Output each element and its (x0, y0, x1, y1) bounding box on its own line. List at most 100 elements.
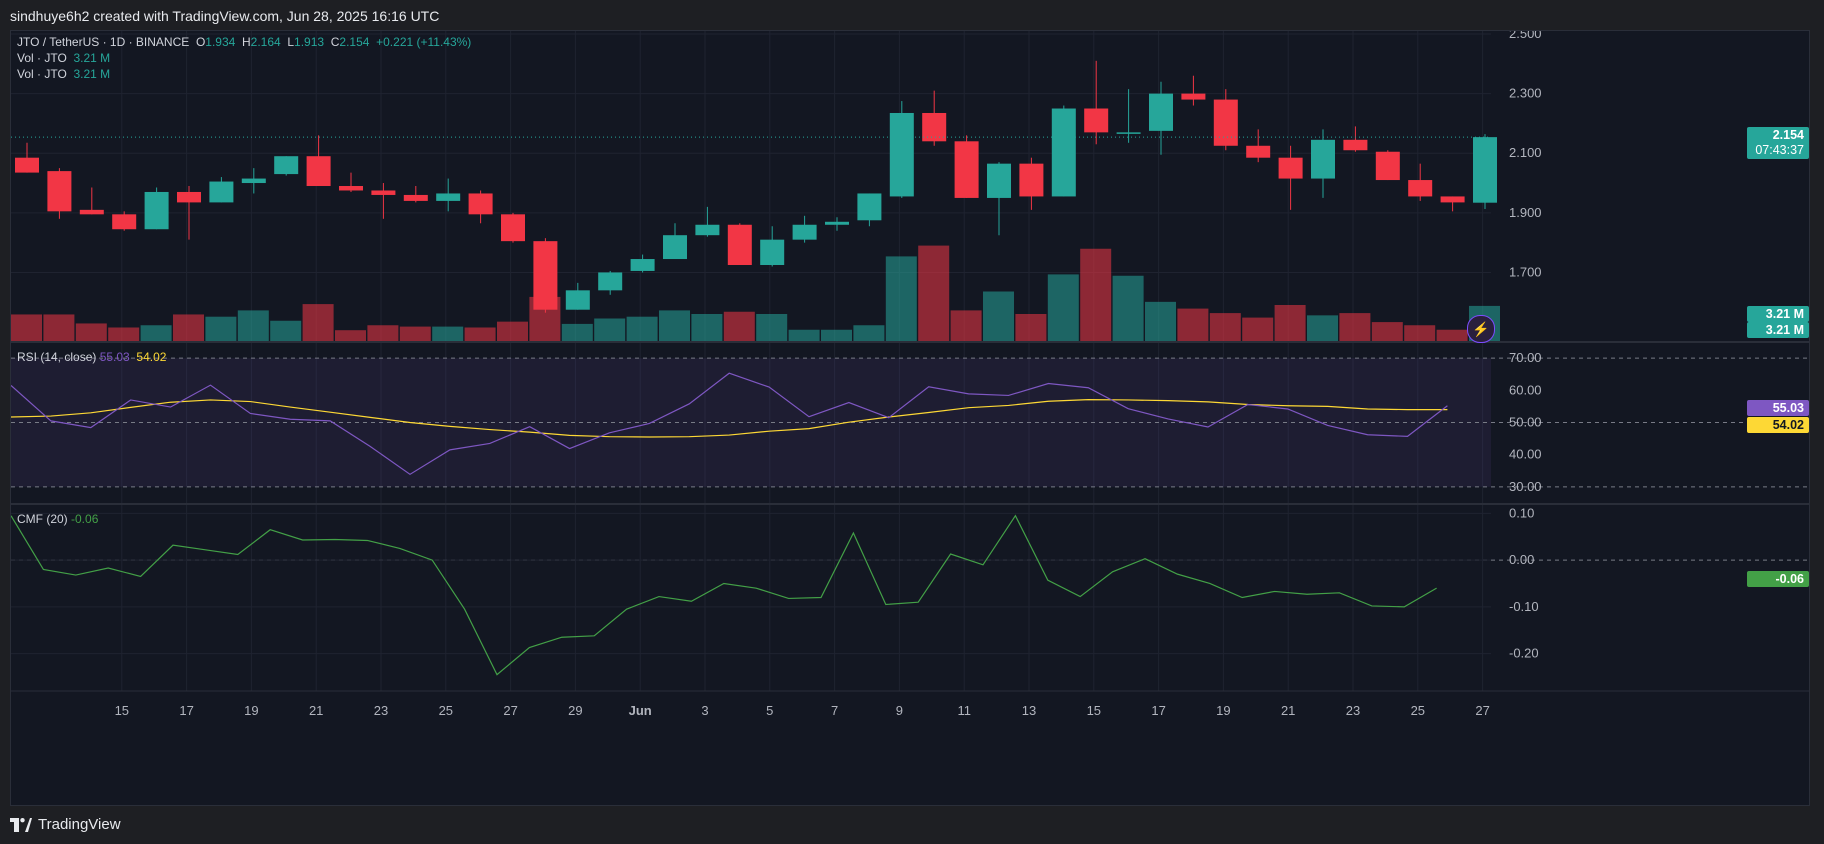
time-tick-label: 19 (1216, 703, 1230, 718)
time-tick-label: 15 (1087, 703, 1101, 718)
candle-body (792, 224, 817, 240)
tradingview-logo-icon (10, 817, 32, 832)
symbol-name: JTO / TetherUS · 1D · BINANCE (17, 35, 190, 49)
cmf-tick-label: 0.00 (1509, 552, 1534, 567)
last-price: 2.154 (1772, 128, 1804, 142)
candle-body (695, 224, 720, 236)
candle-body (177, 191, 201, 203)
lightning-icon[interactable]: ⚡ (1467, 315, 1495, 343)
rsi-tick-label: 30.00 (1509, 479, 1542, 494)
volume-price-label-a: 3.21 M (1747, 306, 1809, 322)
volume-bar (626, 316, 658, 341)
time-tick-label: 19 (244, 703, 258, 718)
volume-bar (1339, 313, 1371, 341)
candle-body (1278, 157, 1303, 179)
volume-label: Vol · JTO (17, 51, 67, 65)
cmf-price: -0.06 (1775, 572, 1805, 586)
cmf-legend[interactable]: CMF (20) -0.06 (17, 512, 98, 526)
time-tick-label: 15 (115, 703, 129, 718)
low-label: L (287, 35, 295, 49)
volume-bar (1242, 317, 1274, 341)
volume-bar (140, 325, 172, 341)
volume-bar (367, 325, 399, 341)
cmf-tick-label: -0.10 (1509, 599, 1539, 614)
volume-bar (270, 320, 302, 341)
time-tick-label: 23 (1346, 703, 1360, 718)
candle-body (468, 193, 493, 215)
volume-bar (1371, 322, 1403, 341)
rsi-price: 55.03 (1772, 401, 1804, 415)
price-tick-label: 2.300 (1509, 86, 1542, 101)
time-tick-label: 21 (309, 703, 323, 718)
candle-body (274, 156, 299, 175)
volume-bar (723, 311, 755, 341)
volume-bar (43, 314, 75, 341)
volume-value: 3.21 M (73, 67, 111, 81)
candle-body (144, 191, 169, 230)
price-tick-label: 1.700 (1509, 264, 1542, 279)
candle-body (1019, 163, 1044, 197)
volume-price-b: 3.21 M (1765, 323, 1804, 337)
volume-bar (853, 325, 885, 341)
rsi-ma-price-label: 54.02 (1747, 417, 1809, 433)
volume-bar (1080, 248, 1112, 341)
volume-bar (1112, 275, 1144, 341)
last-price-label: 2.154 07:43:37 (1747, 127, 1809, 159)
candle-body (987, 163, 1011, 198)
candle-body (1375, 151, 1400, 181)
candle-body (727, 224, 752, 265)
volume-bar (561, 323, 593, 341)
candle-body (1440, 196, 1465, 203)
cmf-tick-label: -0.20 (1509, 646, 1539, 661)
volume-bar (918, 245, 950, 341)
cmf-price-label: -0.06 (1747, 571, 1809, 587)
candle-body (760, 239, 785, 265)
volume-bar (1307, 315, 1338, 341)
volume-bar (432, 326, 464, 341)
rsi-price-label: 55.03 (1747, 400, 1809, 416)
candle-body (241, 178, 266, 184)
close-label: C (330, 35, 340, 49)
volume-bar (1015, 314, 1047, 341)
volume-bar (1177, 308, 1209, 341)
bar-countdown: 07:43:37 (1755, 143, 1804, 157)
volume-legend-2[interactable]: Vol · JTO 3.21 M (17, 67, 110, 81)
candle-body (954, 141, 979, 198)
volume-label: Vol · JTO (17, 67, 67, 81)
volume-legend-1[interactable]: Vol · JTO 3.21 M (17, 51, 110, 65)
volume-value: 3.21 M (73, 51, 111, 65)
chart-canvas[interactable]: 2.5002.3002.1001.9001.70070.0060.0050.00… (11, 31, 1809, 805)
time-tick-label: 27 (1475, 703, 1489, 718)
rsi-legend[interactable]: RSI (14, close) 55.03 54.02 (17, 350, 166, 364)
rsi-ma-line (11, 399, 1448, 438)
time-tick-label: Jun (629, 703, 652, 718)
volume-bar (173, 314, 204, 341)
candle-body (112, 214, 137, 230)
price-tick-label: 2.500 (1509, 31, 1542, 41)
cmf-tick-label: 0.10 (1509, 505, 1534, 520)
volume-bar (594, 318, 626, 341)
tradingview-logo[interactable]: TradingView (10, 816, 121, 833)
volume-bar (756, 314, 788, 341)
candle-body (565, 290, 590, 310)
symbol-legend[interactable]: JTO / TetherUS · 1D · BINANCE O1.934 H2.… (17, 35, 471, 49)
candle-body (889, 112, 914, 197)
candle-body (79, 209, 104, 215)
price-tick-label: 1.900 (1509, 205, 1542, 220)
chart-area[interactable]: 2.500 2.300 2.100 1.900 1.700 70.00 60.00 50.00… (10, 30, 1810, 806)
high-value: 2.164 (250, 35, 281, 49)
candle-body (1051, 108, 1076, 197)
time-tick-label: 29 (568, 703, 582, 718)
rsi-tick-label: 70.00 (1509, 350, 1542, 365)
candle-body (598, 272, 623, 291)
time-tick-label: 7 (831, 703, 838, 718)
volume-bar (302, 304, 334, 341)
candle-body (1246, 145, 1271, 158)
candle-body (15, 157, 39, 173)
candle-body (47, 171, 72, 212)
volume-price-a: 3.21 M (1765, 307, 1804, 321)
volume-bar (237, 310, 269, 341)
volume-bar (11, 314, 42, 341)
volume-bar (1209, 313, 1241, 341)
volume-bar (885, 256, 917, 341)
